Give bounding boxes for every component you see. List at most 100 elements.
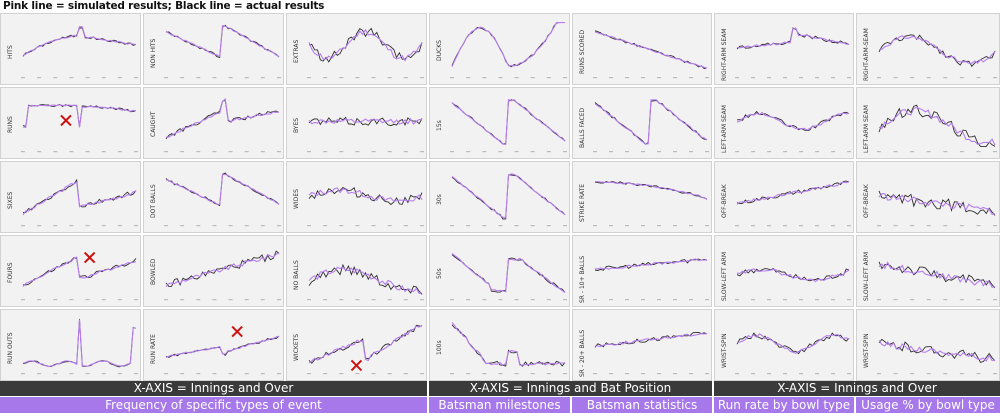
x-tick bbox=[609, 151, 613, 153]
x-tick bbox=[910, 151, 915, 153]
x-tick bbox=[117, 373, 122, 375]
x-tick bbox=[482, 373, 487, 375]
series-line-simulated bbox=[594, 31, 708, 69]
x-tick bbox=[37, 151, 42, 153]
x-tick bbox=[847, 77, 851, 79]
x-tick bbox=[893, 299, 898, 301]
x-tick bbox=[546, 299, 551, 301]
x-tick bbox=[339, 225, 344, 227]
x-tick bbox=[625, 299, 629, 301]
chart-panel-no-balls: NO BALLS bbox=[286, 235, 427, 307]
x-tick bbox=[371, 299, 376, 301]
x-tick bbox=[450, 151, 454, 153]
x-tick bbox=[799, 151, 803, 153]
x-tick bbox=[498, 77, 503, 79]
x-tick bbox=[910, 373, 915, 375]
y-axis-label: 50s bbox=[436, 267, 443, 279]
x-tick bbox=[196, 151, 201, 153]
x-tick bbox=[371, 151, 376, 153]
chart-svg bbox=[593, 258, 709, 301]
series-line-actual bbox=[878, 190, 996, 216]
x-tick bbox=[277, 151, 281, 153]
x-tick bbox=[244, 77, 249, 79]
x-tick bbox=[910, 77, 915, 79]
x-tick bbox=[831, 151, 835, 153]
series-line-simulated bbox=[594, 258, 708, 270]
x-tick bbox=[244, 225, 249, 227]
series-line-actual bbox=[451, 324, 566, 367]
x-tick bbox=[117, 299, 122, 301]
x-tick bbox=[403, 77, 408, 79]
x-tick bbox=[877, 299, 881, 301]
x-tick bbox=[767, 225, 771, 227]
y-axis-label: RIGHT-ARM SEAM bbox=[721, 28, 728, 81]
x-tick bbox=[689, 151, 693, 153]
chart-svg bbox=[21, 318, 138, 375]
x-tick bbox=[420, 225, 424, 227]
x-tick bbox=[926, 151, 931, 153]
series-line-simulated bbox=[878, 106, 996, 146]
series-line-actual bbox=[308, 186, 423, 206]
chart-panel-bowled: BOWLED bbox=[143, 235, 284, 307]
x-tick bbox=[767, 77, 771, 79]
y-axis-label: NON HITS bbox=[150, 38, 157, 68]
series-line-simulated bbox=[451, 322, 566, 366]
x-tick bbox=[307, 151, 311, 153]
x-tick bbox=[751, 373, 755, 375]
x-tick bbox=[196, 299, 201, 301]
x-tick bbox=[831, 373, 835, 375]
x-tick bbox=[625, 77, 629, 79]
x-tick bbox=[196, 77, 201, 79]
x-tick bbox=[307, 77, 311, 79]
x-tick bbox=[355, 151, 360, 153]
chart-svg bbox=[21, 251, 138, 301]
x-tick bbox=[260, 225, 265, 227]
chart-panel-sr-20-balls: SR - 20+ BALLS bbox=[572, 309, 712, 381]
series-line-simulated bbox=[22, 256, 137, 287]
x-tick bbox=[877, 77, 881, 79]
cross-marker bbox=[83, 251, 96, 264]
subtitle-band-2: Batsman milestones bbox=[429, 397, 570, 413]
x-tick bbox=[403, 225, 408, 227]
chart-panel-slow-left-arm: SLOW-LEFT ARM bbox=[856, 235, 1000, 307]
x-tick bbox=[420, 151, 424, 153]
x-tick bbox=[277, 225, 281, 227]
chart-svg bbox=[450, 252, 567, 301]
y-axis-label: 100s bbox=[436, 340, 443, 355]
x-tick bbox=[420, 299, 424, 301]
series-line-simulated bbox=[165, 173, 280, 206]
series-line-actual bbox=[594, 181, 708, 200]
x-tick bbox=[466, 151, 471, 153]
x-tick bbox=[641, 225, 645, 227]
x-tick bbox=[101, 225, 106, 227]
x-tick bbox=[593, 225, 597, 227]
chart-panel-right-arm-seam: RIGHT-ARM SEAM bbox=[714, 13, 854, 85]
series-line-actual bbox=[736, 110, 850, 132]
chart-svg bbox=[450, 173, 567, 227]
x-tick bbox=[625, 225, 629, 227]
x-tick bbox=[466, 77, 471, 79]
x-tick bbox=[482, 299, 487, 301]
y-axis-label: STRIKE RATE bbox=[579, 184, 586, 223]
chart-panel-strike-rate: STRIKE RATE bbox=[572, 161, 712, 233]
chart-panel-runs: RUNS bbox=[0, 87, 141, 159]
y-axis-label: FOURS bbox=[7, 262, 14, 283]
x-tick bbox=[641, 299, 645, 301]
x-tick bbox=[847, 151, 851, 153]
chart-panel-balls-faced: BALLS FACED bbox=[572, 87, 712, 159]
xaxis-band-3: X-AXIS = Innings and Over bbox=[714, 381, 1000, 396]
series-line-actual bbox=[878, 338, 996, 363]
x-tick bbox=[593, 151, 597, 153]
x-tick bbox=[466, 299, 471, 301]
x-tick bbox=[277, 373, 281, 375]
x-tick bbox=[260, 77, 265, 79]
chart-panel-byes: BYES bbox=[286, 87, 427, 159]
x-tick bbox=[993, 373, 997, 375]
x-tick bbox=[85, 77, 90, 79]
x-tick bbox=[307, 299, 311, 301]
x-tick bbox=[926, 77, 931, 79]
x-tick bbox=[735, 151, 739, 153]
x-tick bbox=[53, 373, 58, 375]
chart-svg bbox=[877, 190, 997, 227]
x-tick bbox=[196, 225, 201, 227]
